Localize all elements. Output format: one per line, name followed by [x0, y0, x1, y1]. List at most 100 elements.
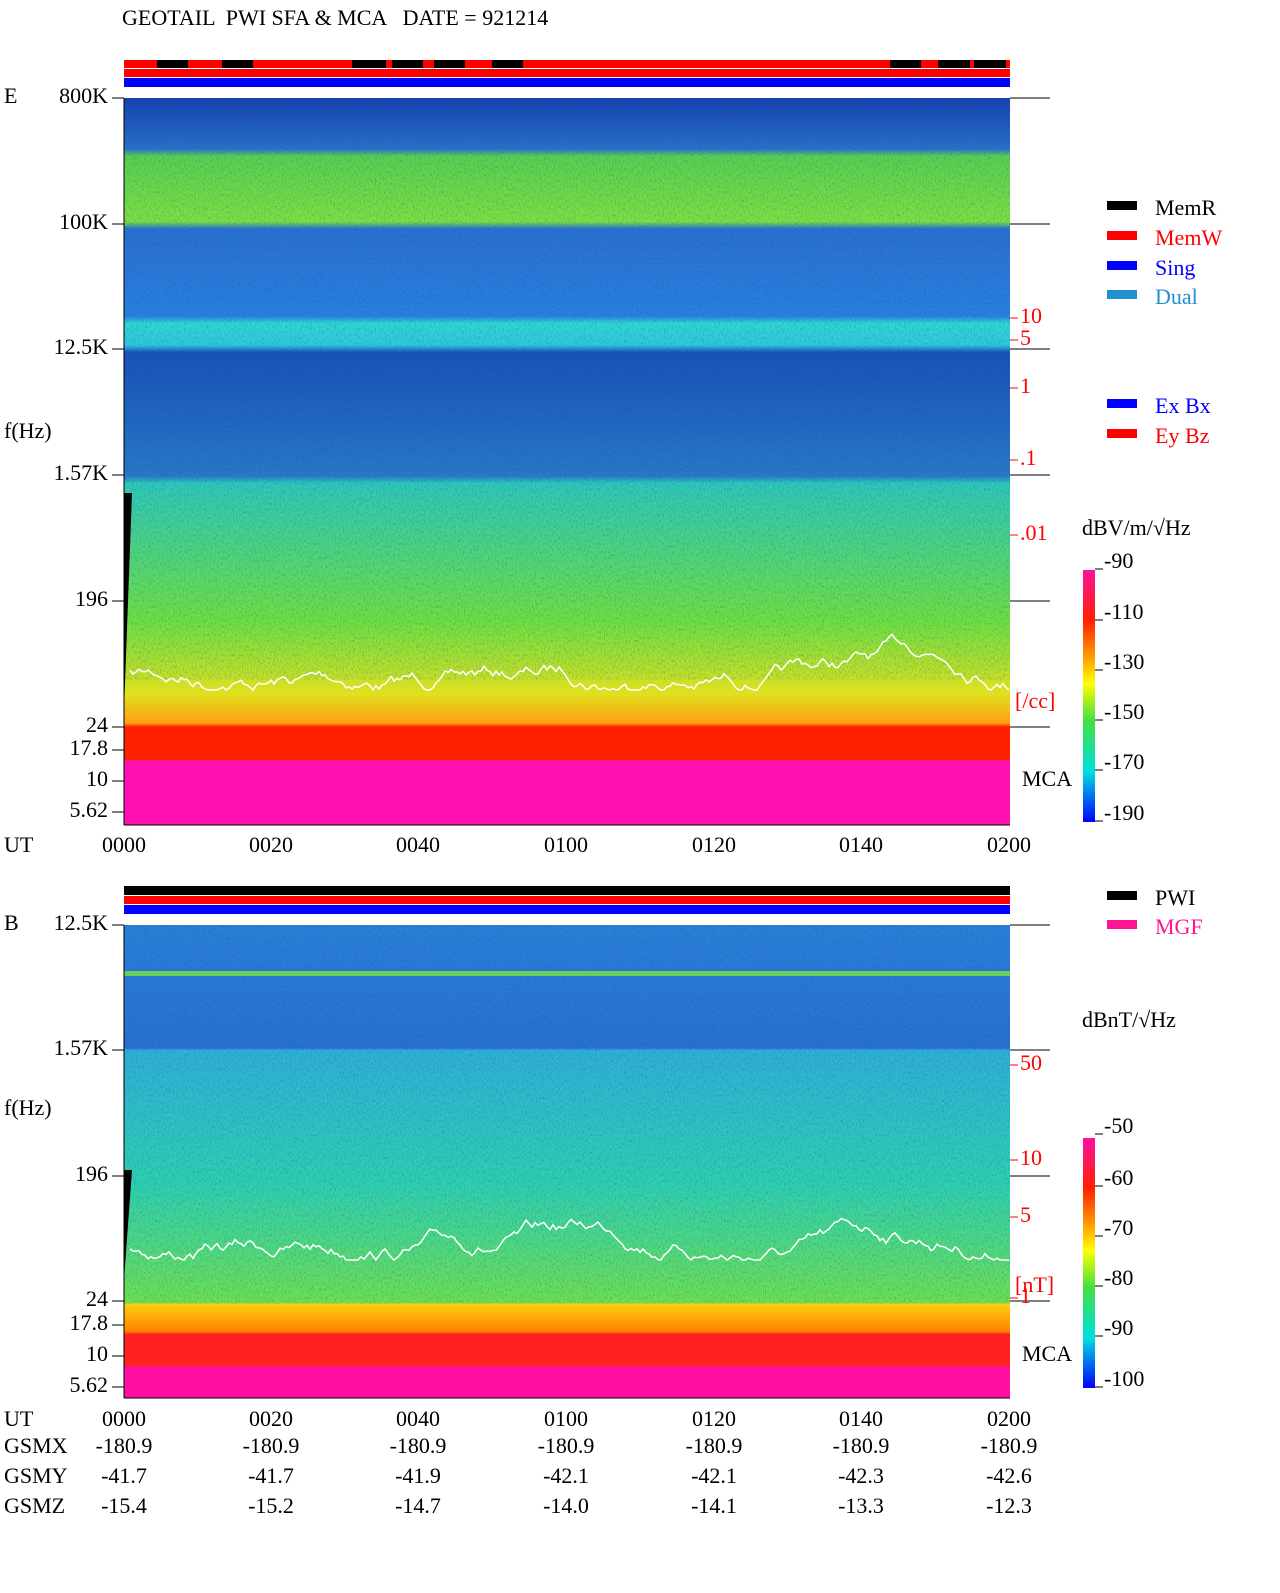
legend-label: PWI [1155, 885, 1195, 910]
time-tick-label: 0000 [102, 832, 146, 857]
legend-swatch [1107, 891, 1137, 900]
freq-tick-label: 17.8 [70, 735, 109, 760]
time-tick-label: 0200 [987, 832, 1031, 857]
freq-tick-label: 5.62 [70, 1372, 109, 1397]
colorbar-unit: dBnT/√Hz [1082, 1007, 1176, 1032]
orbit-value: -14.1 [691, 1493, 737, 1518]
time-tick-label: 0100 [544, 1406, 588, 1431]
legend-label: MemW [1155, 225, 1222, 250]
spectrogram-noise [124, 98, 1010, 680]
colorbar-tick-label: -170 [1104, 749, 1144, 774]
status-bar [124, 78, 1010, 87]
legend-swatch [1107, 290, 1137, 299]
panel-label: E [4, 83, 17, 108]
orbit-value: -15.4 [101, 1493, 147, 1518]
orbit-value: -42.3 [838, 1463, 884, 1488]
legend-swatch [1107, 231, 1137, 240]
time-tick-label: 0200 [987, 1406, 1031, 1431]
orbit-value: -14.0 [543, 1493, 589, 1518]
time-tick-label: 0120 [692, 832, 736, 857]
orbit-value: -180.9 [981, 1433, 1038, 1458]
colorbar [1083, 570, 1095, 822]
colorbar-tick-label: -150 [1104, 699, 1144, 724]
side-tick-label: [/cc] [1015, 688, 1055, 713]
colorbar-tick-label: -100 [1104, 1366, 1144, 1391]
freq-tick-label: 1.57K [54, 460, 109, 485]
time-axis-label: UT [4, 832, 34, 857]
legend-label: Ey Bz [1155, 423, 1210, 448]
mode-wedge [124, 1170, 132, 1280]
colorbar-tick-label: -80 [1104, 1265, 1133, 1290]
status-bar [124, 905, 1010, 914]
orbit-value: -180.9 [686, 1433, 743, 1458]
status-segment [974, 60, 1006, 68]
colorbar-tick-label: -70 [1104, 1215, 1133, 1240]
status-bar [124, 60, 1010, 68]
density-trace [129, 633, 1010, 692]
orbit-value: -180.9 [243, 1433, 300, 1458]
status-segment [392, 60, 423, 68]
orbit-value: -13.3 [838, 1493, 884, 1518]
side-tick-label: 10 [1020, 1145, 1042, 1170]
status-segment [890, 60, 921, 68]
legend-swatch [1107, 429, 1137, 438]
time-tick-label: 0100 [544, 832, 588, 857]
colorbar-tick-label: -110 [1104, 599, 1144, 624]
orbit-value: -42.1 [543, 1463, 589, 1488]
status-segment [222, 60, 253, 68]
side-tick-label: [nT] [1015, 1272, 1054, 1297]
mca-label: MCA [1022, 1341, 1072, 1366]
status-bar [124, 69, 1010, 77]
panel-label: B [4, 910, 19, 935]
freq-tick-label: 1.57K [54, 1035, 109, 1060]
orbit-value: -180.9 [390, 1433, 447, 1458]
freq-tick-label: 12.5K [54, 334, 109, 359]
freq-tick-label: 12.5K [54, 910, 109, 935]
side-tick-label: .1 [1020, 445, 1037, 470]
side-tick-label: 10 [1020, 303, 1042, 328]
status-bar [124, 886, 1010, 895]
legend-label: MemR [1155, 195, 1216, 220]
time-tick-label: 0000 [102, 1406, 146, 1431]
orbit-value: -180.9 [96, 1433, 153, 1458]
time-tick-label: 0140 [839, 832, 883, 857]
plot-layer: GEOTAIL PWI SFA & MCA DATE = 921214 Ef(Hz… [4, 5, 1222, 1518]
freq-tick-label: 196 [75, 1161, 108, 1186]
time-tick-label: 0040 [396, 832, 440, 857]
freq-tick-label: 800K [59, 83, 108, 108]
orbit-value: -180.9 [833, 1433, 890, 1458]
side-tick-label: .01 [1020, 520, 1048, 545]
legend-swatch [1107, 201, 1137, 210]
orbit-value: -41.7 [101, 1463, 147, 1488]
side-tick-label: 1 [1020, 1283, 1031, 1308]
title: GEOTAIL PWI SFA & MCA DATE = 921214 [122, 5, 548, 30]
status-segment [157, 60, 188, 68]
y-axis-label: f(Hz) [4, 1095, 52, 1120]
colorbar-tick-label: -190 [1104, 800, 1144, 825]
orbit-value: -12.3 [986, 1493, 1032, 1518]
orbit-value: -42.6 [986, 1463, 1032, 1488]
freq-tick-label: 5.62 [70, 797, 109, 822]
side-tick-label: 50 [1020, 1050, 1042, 1075]
side-tick-label: 5 [1020, 325, 1031, 350]
side-tick-label: 5 [1020, 1202, 1031, 1227]
time-tick-label: 0120 [692, 1406, 736, 1431]
colorbar-unit: dBV/m/√Hz [1082, 515, 1191, 540]
status-segment [434, 60, 465, 68]
legend-label: MGF [1155, 914, 1203, 939]
freq-tick-label: 196 [75, 586, 108, 611]
orbit-value: -180.9 [538, 1433, 595, 1458]
orbit-value: -15.2 [248, 1493, 294, 1518]
colorbar-tick-label: -130 [1104, 649, 1144, 674]
freq-tick-label: 100K [59, 209, 108, 234]
freq-tick-label: 10 [86, 1341, 108, 1366]
freq-tick-label: 24 [86, 1286, 108, 1311]
orbit-value: -41.9 [395, 1463, 441, 1488]
legend-label: Ex Bx [1155, 393, 1211, 418]
mca-label: MCA [1022, 766, 1072, 791]
colorbar-tick-label: -90 [1104, 548, 1133, 573]
spectrogram-noise [124, 925, 1010, 1304]
colorbar-tick-label: -60 [1104, 1165, 1133, 1190]
mode-wedge [124, 493, 132, 710]
